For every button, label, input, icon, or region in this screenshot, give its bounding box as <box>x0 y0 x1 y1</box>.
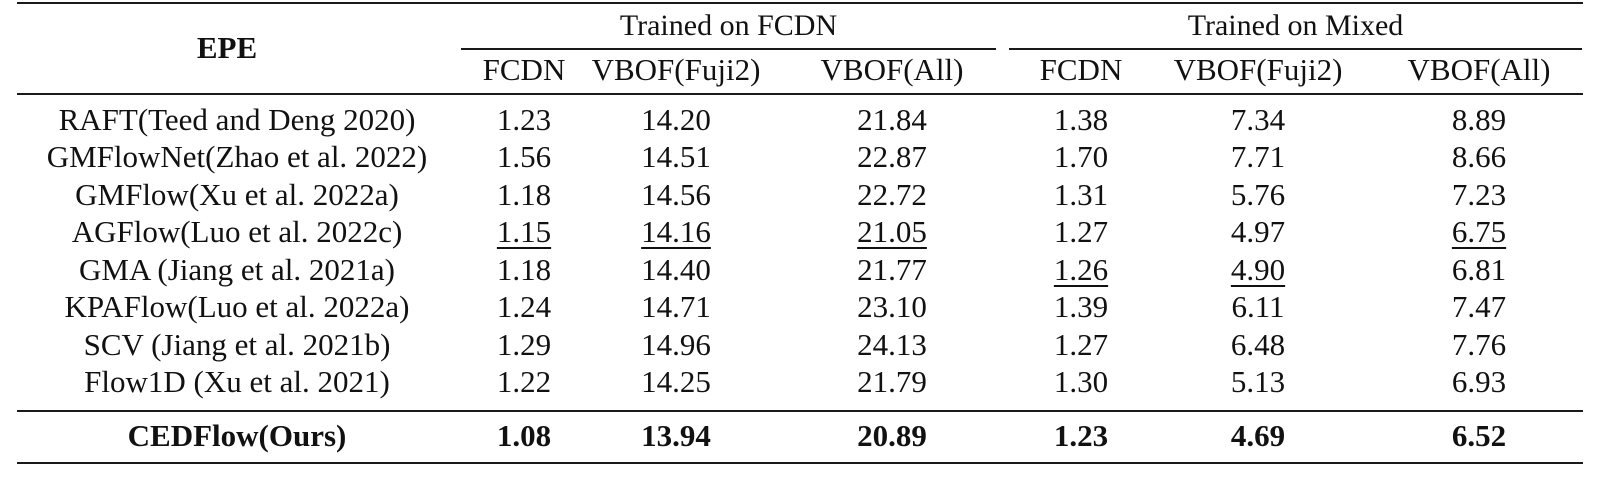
best-value: 1.23 <box>1053 418 1109 453</box>
table-cell: 4.90 <box>1173 252 1343 288</box>
best-value: 13.94 <box>641 418 711 453</box>
table-cell: 6.81 <box>1451 252 1507 287</box>
second-best-value: 14.16 <box>641 214 711 249</box>
table-cell: 14.25 <box>641 364 711 399</box>
method-name: GMFlowNet(Zhao et al. 2022) <box>46 139 428 174</box>
table-cell: 1.29 <box>496 327 552 362</box>
second-best-value: 6.75 <box>1451 214 1507 249</box>
table-cell: 1.56 <box>496 139 552 174</box>
column-header: VBOF(Fuji2) <box>591 52 761 87</box>
table-cell: 1.23 <box>496 102 552 137</box>
table-cell: 7.76 <box>1451 327 1507 362</box>
table-cell: 14.20 <box>641 102 711 137</box>
table-cell: 1.30 <box>1053 364 1109 399</box>
final-row-rule <box>17 410 1583 412</box>
best-value: 20.89 <box>857 418 927 453</box>
best-value: 4.69 <box>1230 418 1286 453</box>
table-cell: 8.66 <box>1451 139 1507 174</box>
method-name: RAFT(Teed and Deng 2020) <box>58 102 416 137</box>
table-cell: 21.77 <box>857 252 927 287</box>
table-cell: 1.22 <box>496 364 552 399</box>
table-cell: 21.84 <box>857 102 927 137</box>
table-cell: 22.87 <box>857 139 927 174</box>
method-name: GMFlow(Xu et al. 2022a) <box>75 177 399 212</box>
table-cell: 7.34 <box>1230 102 1286 137</box>
second-best-value: 1.26 <box>1053 252 1109 287</box>
table-cell: 7.47 <box>1451 289 1507 324</box>
table-cell: 1.27 <box>1053 327 1109 362</box>
table-cell: 1.18 <box>496 252 552 287</box>
table-cell: 1.38 <box>1053 102 1109 137</box>
table-cell: 5.76 <box>1230 177 1286 212</box>
column-header: VBOF(Fuji2) <box>1173 52 1343 87</box>
method-name: AGFlow(Luo et al. 2022c) <box>71 214 403 249</box>
table-cell: 7.71 <box>1230 139 1286 174</box>
second-best-value: 21.05 <box>857 214 927 249</box>
table-cell: 6.48 <box>1230 327 1286 362</box>
group-rule-mixed <box>1009 48 1582 50</box>
table-cell: 24.13 <box>857 327 927 362</box>
table-cell: 1.26 <box>996 252 1166 288</box>
table-cell: 4.97 <box>1230 214 1286 249</box>
table-cell: 1.18 <box>496 177 552 212</box>
table-cell: 7.23 <box>1451 177 1507 212</box>
table-cell: 6.11 <box>1231 289 1285 324</box>
second-best-value: 4.90 <box>1230 252 1286 287</box>
table-cell: 14.96 <box>641 327 711 362</box>
table-cell: 14.71 <box>641 289 711 324</box>
table-cell: 1.27 <box>1053 214 1109 249</box>
method-name-ours: CEDFlow(Ours) <box>127 418 347 453</box>
bottom-rule <box>17 462 1583 464</box>
table-cell: 21.79 <box>857 364 927 399</box>
method-name: KPAFlow(Luo et al. 2022a) <box>64 289 410 324</box>
table-cell: 1.39 <box>1053 289 1109 324</box>
column-header: FCDN <box>1039 52 1123 87</box>
group-header-fcdn: Trained on FCDN <box>619 9 838 42</box>
metric-label: EPE <box>196 30 258 65</box>
column-header: VBOF(All) <box>1407 52 1551 87</box>
table-cell: 14.56 <box>641 177 711 212</box>
table-cell: 1.24 <box>496 289 552 324</box>
table-cell: 14.16 <box>591 214 761 250</box>
method-name: SCV (Jiang et al. 2021b) <box>83 327 391 362</box>
table-cell: 1.31 <box>1053 177 1109 212</box>
header-rule <box>17 93 1583 95</box>
table-cell: 6.75 <box>1394 214 1564 250</box>
table-cell: 1.70 <box>1053 139 1109 174</box>
table-cell: 23.10 <box>857 289 927 324</box>
second-best-value: 1.15 <box>496 214 552 249</box>
table-cell: 8.89 <box>1451 102 1507 137</box>
table-cell: 22.72 <box>857 177 927 212</box>
table-cell: 1.15 <box>439 214 609 250</box>
table-cell: 21.05 <box>807 214 977 250</box>
table-cell: 6.93 <box>1451 364 1507 399</box>
best-value: 6.52 <box>1451 418 1507 453</box>
table-cell: 14.40 <box>641 252 711 287</box>
group-header-mixed: Trained on Mixed <box>1187 9 1404 42</box>
method-name: Flow1D (Xu et al. 2021) <box>84 364 390 399</box>
column-header: FCDN <box>482 52 566 87</box>
best-value: 1.08 <box>496 418 552 453</box>
group-rule-fcdn <box>461 48 996 50</box>
method-name: GMA (Jiang et al. 2021a) <box>79 252 395 287</box>
table-cell: 5.13 <box>1230 364 1286 399</box>
top-rule <box>17 2 1583 4</box>
table-cell: 14.51 <box>641 139 711 174</box>
column-header: VBOF(All) <box>820 52 964 87</box>
